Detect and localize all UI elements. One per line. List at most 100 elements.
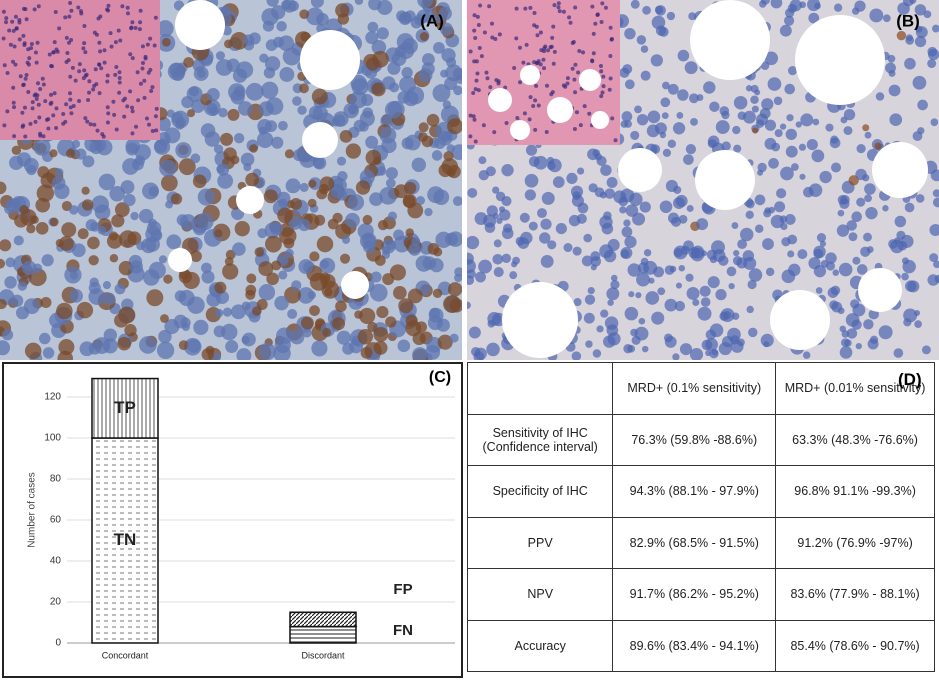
inset-cell xyxy=(87,79,92,84)
inset-cell xyxy=(532,60,537,65)
cell xyxy=(292,96,302,106)
cell xyxy=(96,139,113,156)
cell xyxy=(643,249,652,257)
cell xyxy=(153,138,171,155)
fat-vacuole xyxy=(872,142,928,198)
cell xyxy=(863,232,872,242)
cell xyxy=(127,231,142,246)
cell xyxy=(284,286,301,304)
inset-cell xyxy=(43,99,48,104)
cell xyxy=(102,292,116,306)
inset-cell xyxy=(81,46,86,51)
cell xyxy=(412,331,426,346)
cell xyxy=(583,233,592,243)
inset-cell xyxy=(130,109,135,114)
cell xyxy=(603,335,616,348)
inset-cell xyxy=(472,13,477,18)
inset-cell xyxy=(70,65,75,70)
inset-cell xyxy=(120,4,125,9)
cell xyxy=(0,239,12,252)
panel-label: (C) xyxy=(429,369,451,386)
cell xyxy=(265,235,282,253)
cell xyxy=(427,242,440,255)
cell xyxy=(187,296,205,314)
cell xyxy=(636,272,651,287)
cell xyxy=(258,342,276,360)
inset-cell xyxy=(33,50,38,55)
inset-cell xyxy=(490,35,495,40)
cell xyxy=(417,0,434,9)
inset-cell xyxy=(133,25,138,30)
inset-cell xyxy=(573,5,578,10)
cell xyxy=(648,277,655,284)
cell xyxy=(158,255,168,264)
cell xyxy=(585,340,593,348)
cell xyxy=(662,148,672,157)
cell xyxy=(501,253,512,264)
inset-cell xyxy=(485,76,490,81)
cell xyxy=(156,341,175,360)
inset-cell xyxy=(518,80,523,85)
cell xyxy=(180,317,191,328)
cell xyxy=(449,333,459,343)
cell xyxy=(755,119,765,128)
cell xyxy=(158,329,172,344)
cell xyxy=(37,166,50,179)
cell xyxy=(418,68,433,83)
cell xyxy=(662,81,670,90)
inset-cell xyxy=(49,63,54,68)
inset-cell xyxy=(88,122,93,127)
cell xyxy=(438,163,452,178)
bar-segment xyxy=(91,377,159,439)
inset-cell xyxy=(512,65,517,70)
x-tick-label: Discordant xyxy=(301,650,345,660)
cell xyxy=(651,311,665,325)
inset-cell xyxy=(494,78,499,83)
inset-cell xyxy=(551,61,556,66)
inset-cell xyxy=(577,49,582,54)
cell xyxy=(780,166,794,181)
cell xyxy=(419,32,429,41)
inset-cell xyxy=(69,111,74,116)
cell xyxy=(311,340,328,357)
cell xyxy=(624,79,635,90)
inset-cell xyxy=(468,134,473,139)
cell xyxy=(733,144,742,153)
cell xyxy=(642,5,651,15)
cell xyxy=(49,217,59,227)
inset-cell xyxy=(21,6,26,11)
cell xyxy=(606,177,618,188)
cell xyxy=(833,3,843,12)
cell xyxy=(271,136,284,149)
row-label: PPV xyxy=(466,516,614,569)
cell xyxy=(848,175,859,186)
cell xyxy=(373,340,388,355)
inset-cell xyxy=(121,98,126,103)
cell xyxy=(36,184,55,202)
cell xyxy=(225,340,239,354)
cell xyxy=(439,22,454,36)
inset-cell xyxy=(109,44,114,49)
cell xyxy=(630,130,640,140)
inset-cell xyxy=(33,92,38,97)
inset-cell xyxy=(573,62,578,67)
cell xyxy=(278,120,288,131)
cell xyxy=(256,131,274,149)
cell xyxy=(862,124,870,132)
cell xyxy=(310,0,324,8)
cell xyxy=(82,155,95,168)
cell xyxy=(610,280,620,290)
cell xyxy=(183,57,194,68)
cells-b xyxy=(467,0,939,360)
cell xyxy=(354,310,363,319)
cell xyxy=(836,224,850,237)
cell xyxy=(673,248,684,258)
inset-cell xyxy=(41,82,46,87)
inset-cell xyxy=(36,102,41,107)
cell xyxy=(365,31,379,45)
inset-cell xyxy=(106,3,111,8)
cell xyxy=(677,49,690,62)
cell xyxy=(719,311,729,321)
inset-cell xyxy=(67,14,72,19)
inset-cell xyxy=(94,82,99,87)
